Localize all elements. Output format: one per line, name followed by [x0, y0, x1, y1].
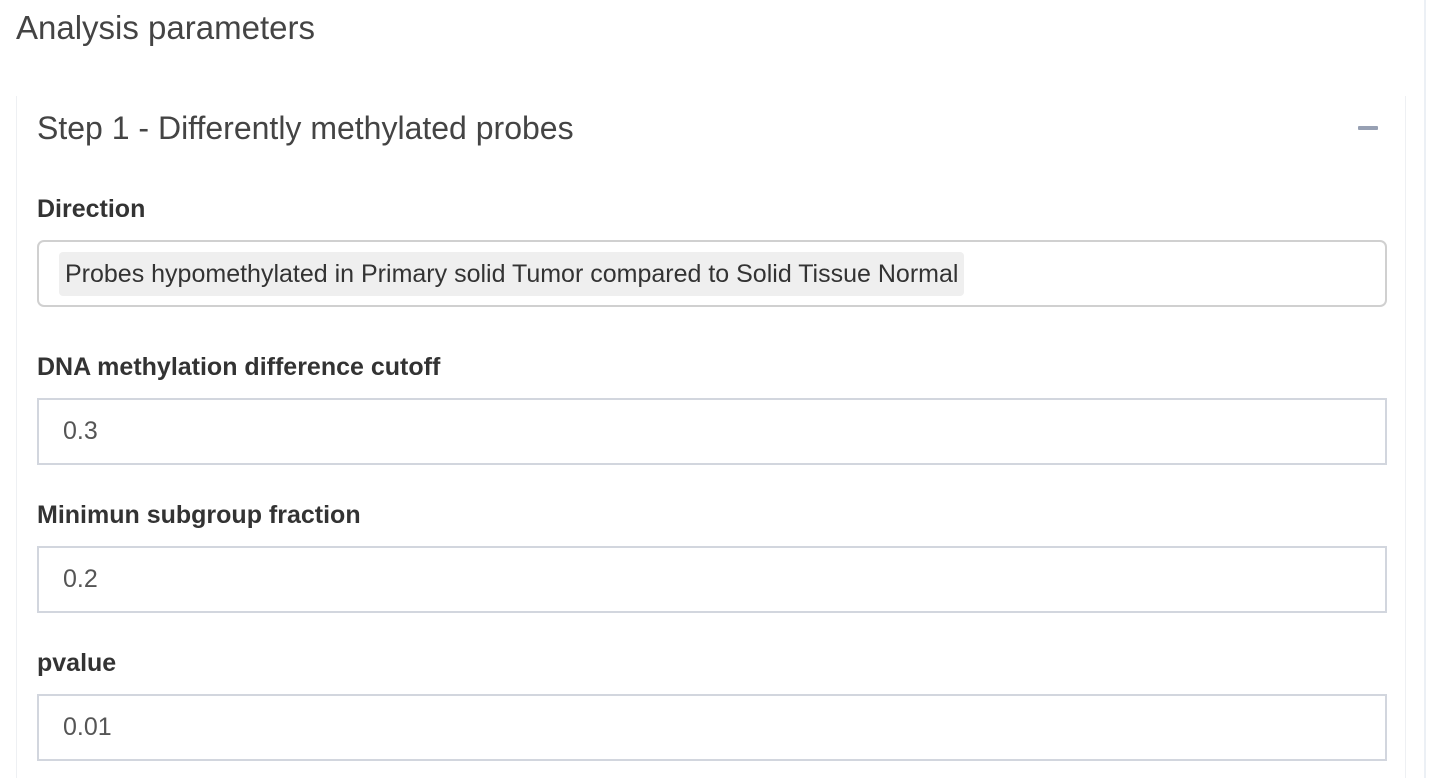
direction-selected-tag[interactable]: Probes hypomethylated in Primary solid T… [59, 252, 965, 296]
diff-cutoff-label: DNA methylation difference cutoff [37, 353, 441, 381]
step1-box: Step 1 - Differently methylated probes D… [16, 96, 1406, 778]
min-subgroup-label: Minimun subgroup fraction [37, 501, 361, 529]
page-title: Analysis parameters [16, 9, 315, 46]
page-divider [1424, 0, 1426, 778]
direction-label: Direction [37, 195, 146, 223]
diff-cutoff-input[interactable] [37, 398, 1387, 465]
collapse-button[interactable] [1353, 114, 1383, 142]
pvalue-label: pvalue [37, 649, 117, 677]
step1-title: Step 1 - Differently methylated probes [37, 110, 574, 146]
minus-icon [1358, 126, 1378, 130]
min-subgroup-input[interactable] [37, 546, 1387, 613]
direction-select[interactable]: Probes hypomethylated in Primary solid T… [37, 240, 1387, 307]
pvalue-input[interactable] [37, 694, 1387, 761]
